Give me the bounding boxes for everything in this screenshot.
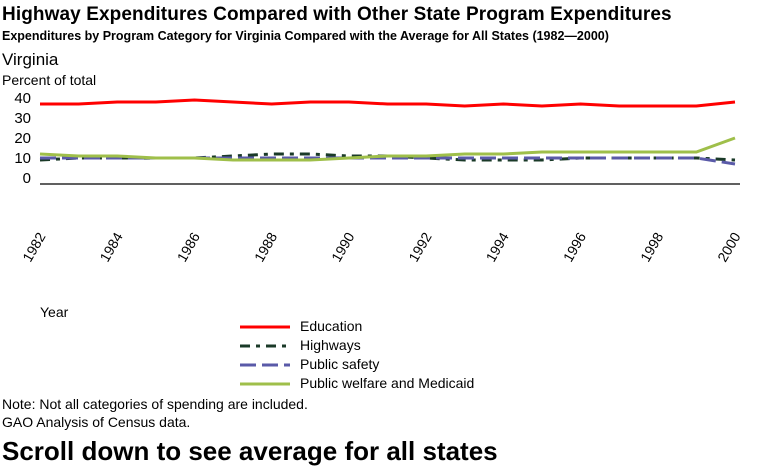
region-label: Virginia [2,50,59,69]
y-axis-label: Percent of total [2,72,97,88]
series-lines [39,98,736,166]
y-axis-ticks: 0 10 20 30 40 [14,90,31,187]
x-tick-label: 1986 [174,229,204,264]
legend-label: Public welfare and Medicaid [300,375,475,391]
legend-swatch [240,344,290,348]
legend-label: Public safety [300,356,380,372]
source-text: GAO Analysis of Census data. [2,414,191,430]
scroll-hint: Scroll down to see average for all state… [2,436,498,466]
legend-swatch [240,325,290,329]
legend-label: Education [300,318,363,334]
legend-label: Highways [300,337,361,353]
y-tick-label: 20 [14,130,31,147]
legend-swatch [240,363,290,367]
series-line-education [40,98,736,108]
x-tick-label: 1994 [482,229,512,264]
x-tick-label: 1998 [637,229,667,264]
x-axis-ticks: 1982 1984 1986 1988 1990 1992 1994 1996 1998 2000 [19,229,744,264]
x-axis-label: Year [40,304,69,320]
legend-swatch [240,382,290,386]
x-tick-label: 1992 [405,229,435,264]
y-tick-label: 10 [14,150,31,167]
y-tick-label: 0 [23,170,31,187]
x-tick-label: 1982 [19,229,49,264]
x-tick-label: 1996 [560,229,590,264]
y-tick-label: 30 [14,110,31,127]
x-tick-label: 1988 [251,229,281,264]
x-tick-label: 1990 [328,229,358,264]
x-tick-label: 2000 [714,229,744,264]
y-tick-label: 40 [14,90,31,107]
x-tick-label: 1984 [96,229,126,264]
series-line-public-welfare-and-medicaid [39,136,736,162]
chart-title: Highway Expenditures Compared with Other… [2,4,672,25]
note-text: Note: Not all categories of spending are… [2,396,308,412]
chart-subtitle: Expenditures by Program Category for Vir… [2,29,609,43]
